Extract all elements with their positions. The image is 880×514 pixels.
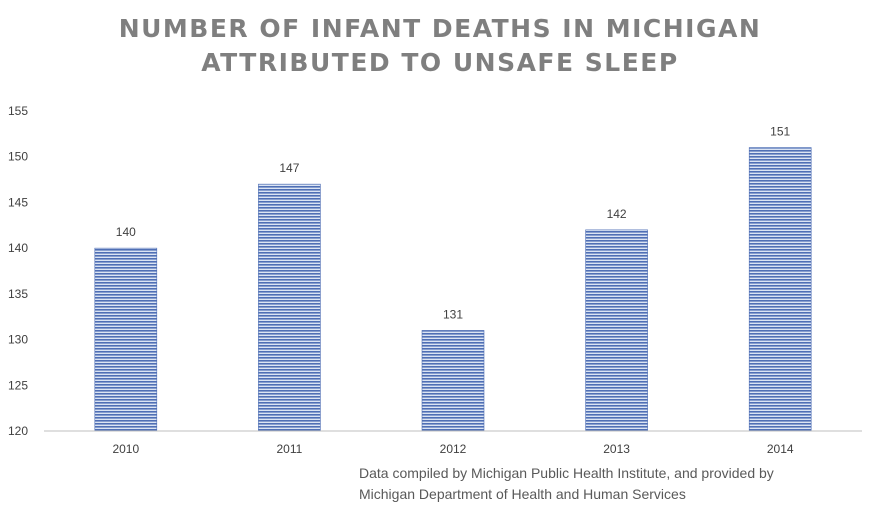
bar: [421, 330, 485, 432]
chart-title: NUMBER OF INFANT DEATHS IN MICHIGAN ATTR…: [0, 12, 880, 80]
chart-title-line-2: ATTRIBUTED TO UNSAFE SLEEP: [201, 48, 679, 77]
bars: 140 147 131 142 151: [94, 125, 812, 432]
y-axis: 120 125 130 135 140 145 150 155: [8, 104, 28, 438]
x-tick-label: 2010: [112, 442, 139, 456]
y-tick-label: 120: [8, 424, 28, 438]
bar: [585, 229, 648, 432]
data-label: 131: [443, 307, 463, 321]
bar: [258, 183, 321, 432]
x-tick-label: 2013: [603, 442, 630, 456]
x-tick-label: 2011: [276, 442, 302, 456]
y-tick-label: 125: [8, 378, 28, 392]
data-label: 140: [116, 225, 136, 239]
x-tick-label: 2012: [440, 442, 467, 456]
x-tick-label: 2014: [767, 442, 794, 456]
y-tick-label: 140: [8, 241, 28, 255]
chart-title-line-1: NUMBER OF INFANT DEATHS IN MICHIGAN: [118, 14, 762, 43]
bar: [748, 147, 812, 432]
source-line-1: Data compiled by Michigan Public Health …: [359, 465, 774, 481]
y-tick-label: 135: [8, 287, 28, 301]
y-tick-label: 150: [8, 150, 28, 164]
data-source-note: Data compiled by Michigan Public Health …: [359, 463, 859, 505]
bar: [94, 247, 158, 432]
data-label: 151: [770, 125, 790, 139]
y-tick-label: 145: [8, 195, 28, 209]
data-label: 142: [607, 207, 627, 221]
x-axis: 2010 2011 2012 2013 2014: [44, 430, 862, 456]
source-line-2: Michigan Department of Health and Human …: [359, 486, 686, 502]
data-label: 147: [279, 161, 299, 175]
y-tick-label: 155: [8, 104, 28, 118]
y-tick-label: 130: [8, 333, 28, 347]
